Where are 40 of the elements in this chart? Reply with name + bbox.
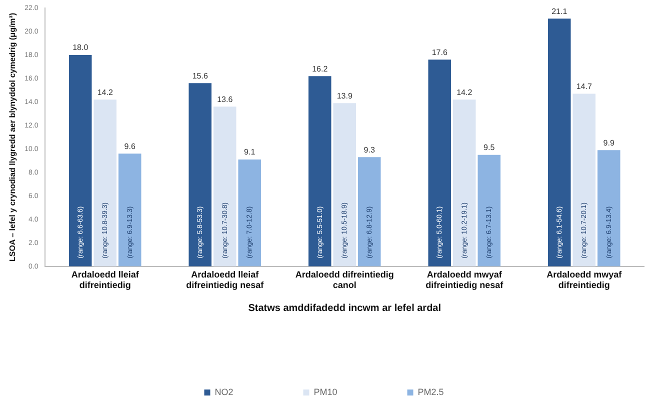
data-label: 14.7 <box>576 82 592 91</box>
bar <box>548 18 571 266</box>
bar <box>428 60 452 266</box>
data-label: 16.2 <box>312 64 328 74</box>
data-label: 9.6 <box>124 142 136 151</box>
y-axis-title: LSOA – lefel y crynodiad llygredd aer blynyddol cymedrig (μg/m³) <box>8 12 18 262</box>
data-label: 13.6 <box>217 94 234 104</box>
bar <box>333 103 356 266</box>
x-axis-title: Statws amddifadedd incwm ar lefel ardal <box>248 302 442 314</box>
bar <box>358 157 381 266</box>
bar <box>118 154 142 266</box>
x-tick-label: Ardaloedd lleiaf difreintiedig <box>71 269 140 290</box>
data-label: 9.1 <box>244 148 256 157</box>
x-tick-label: Ardaloedd mwyaf difreintiedig <box>546 269 623 290</box>
data-label: 9.9 <box>603 138 615 148</box>
data-label: 17.6 <box>432 48 448 57</box>
bar <box>597 150 620 266</box>
bar <box>238 160 261 266</box>
data-label: 13.9 <box>336 91 353 100</box>
bar <box>308 76 332 266</box>
legend-label: NO2 <box>214 386 234 397</box>
data-label: 18.0 <box>72 43 89 52</box>
legend-label: PM10 <box>314 386 338 397</box>
legend-label: PM2.5 <box>418 386 444 397</box>
bar <box>452 100 476 266</box>
bar <box>213 106 236 266</box>
bar <box>94 100 116 266</box>
bar <box>68 54 92 266</box>
x-tick-label: Ardaloedd mwyaf difreintiedig nesaf <box>426 269 504 290</box>
data-label: 15.6 <box>192 71 208 80</box>
x-tick-label: Ardaloedd difreintiedig canol <box>295 269 394 290</box>
data-label: 14.2 <box>456 88 473 97</box>
data-label: 9.5 <box>484 143 496 152</box>
data-label: 21.1 <box>552 6 568 16</box>
bar <box>572 94 596 266</box>
x-tick-label: Ardaloedd lleiaf difreintiedig nesaf <box>186 269 265 290</box>
bar <box>478 154 500 266</box>
data-label: 9.3 <box>364 145 376 154</box>
bar <box>188 83 212 266</box>
data-label: 14.2 <box>97 88 114 97</box>
